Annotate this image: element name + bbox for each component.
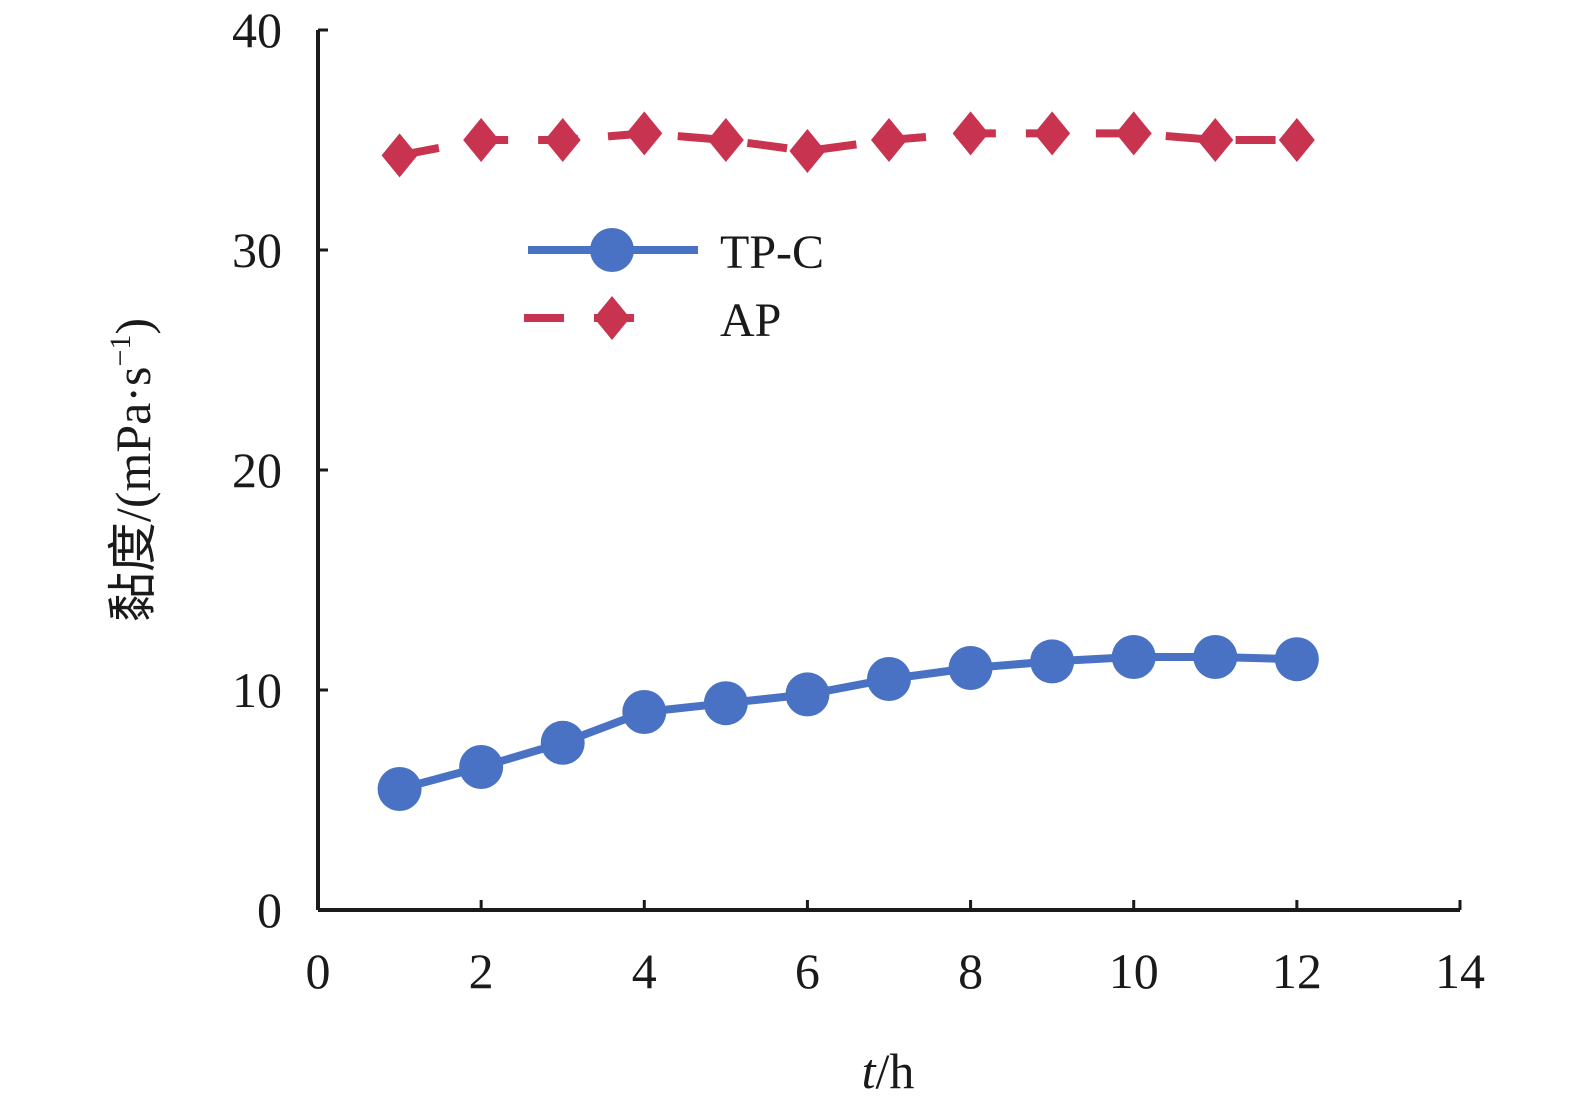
series-ap bbox=[381, 111, 1315, 178]
data-point bbox=[952, 111, 989, 156]
data-point bbox=[1111, 635, 1156, 679]
x-tick-label: 12 bbox=[1272, 943, 1322, 999]
data-point bbox=[1193, 635, 1238, 679]
data-point bbox=[871, 118, 907, 162]
legend-item-tpc: TP-C bbox=[528, 226, 824, 279]
legend-swatch-marker bbox=[590, 228, 634, 272]
data-point bbox=[540, 720, 585, 765]
series-line bbox=[398, 653, 1297, 793]
data-point bbox=[785, 672, 830, 717]
y-tick-label: 40 bbox=[232, 2, 282, 58]
data-point bbox=[789, 129, 826, 173]
data-point bbox=[1030, 639, 1075, 684]
y-tick-label: 20 bbox=[232, 442, 282, 498]
data-point bbox=[1034, 111, 1071, 156]
data-point bbox=[377, 767, 422, 811]
legend-item-ap: AP bbox=[524, 294, 781, 347]
data-point bbox=[463, 118, 500, 162]
x-axis-ticks: 0 2 4 6 8 10 12 14 bbox=[306, 900, 1485, 999]
data-point bbox=[948, 646, 993, 690]
data-point bbox=[1274, 637, 1319, 682]
data-point bbox=[707, 118, 744, 162]
data-point bbox=[459, 745, 504, 789]
x-tick-label: 2 bbox=[469, 943, 494, 999]
data-point bbox=[1278, 118, 1315, 162]
y-tick-label: 0 bbox=[257, 882, 282, 938]
y-axis-ticks: 0 10 20 30 40 bbox=[232, 2, 328, 938]
series-line bbox=[398, 129, 1297, 160]
x-tick-label: 10 bbox=[1109, 943, 1159, 999]
x-tick-label: 4 bbox=[632, 943, 657, 999]
y-tick-label: 30 bbox=[232, 222, 282, 278]
data-point bbox=[703, 681, 748, 726]
x-tick-label: 6 bbox=[795, 943, 820, 999]
data-point bbox=[626, 111, 663, 156]
y-axis-title: 黏度/(mPa·s−1) bbox=[104, 318, 161, 622]
data-point bbox=[867, 657, 911, 701]
legend-label: AP bbox=[720, 294, 781, 347]
data-point bbox=[622, 690, 667, 734]
legend: TP-C AP bbox=[524, 226, 824, 347]
x-axis-title: t/h bbox=[862, 1043, 915, 1099]
legend-label: TP-C bbox=[720, 226, 824, 279]
x-tick-label: 8 bbox=[958, 943, 983, 999]
data-point bbox=[381, 133, 418, 178]
data-point bbox=[1115, 111, 1152, 156]
data-point bbox=[544, 118, 581, 162]
legend-swatch-marker bbox=[594, 296, 630, 340]
series-layer bbox=[377, 111, 1319, 811]
series-tp-c bbox=[377, 635, 1319, 811]
x-tick-label: 0 bbox=[306, 943, 331, 999]
data-point bbox=[1197, 118, 1234, 162]
y-tick-label: 10 bbox=[232, 662, 282, 718]
x-tick-label: 14 bbox=[1435, 943, 1485, 999]
